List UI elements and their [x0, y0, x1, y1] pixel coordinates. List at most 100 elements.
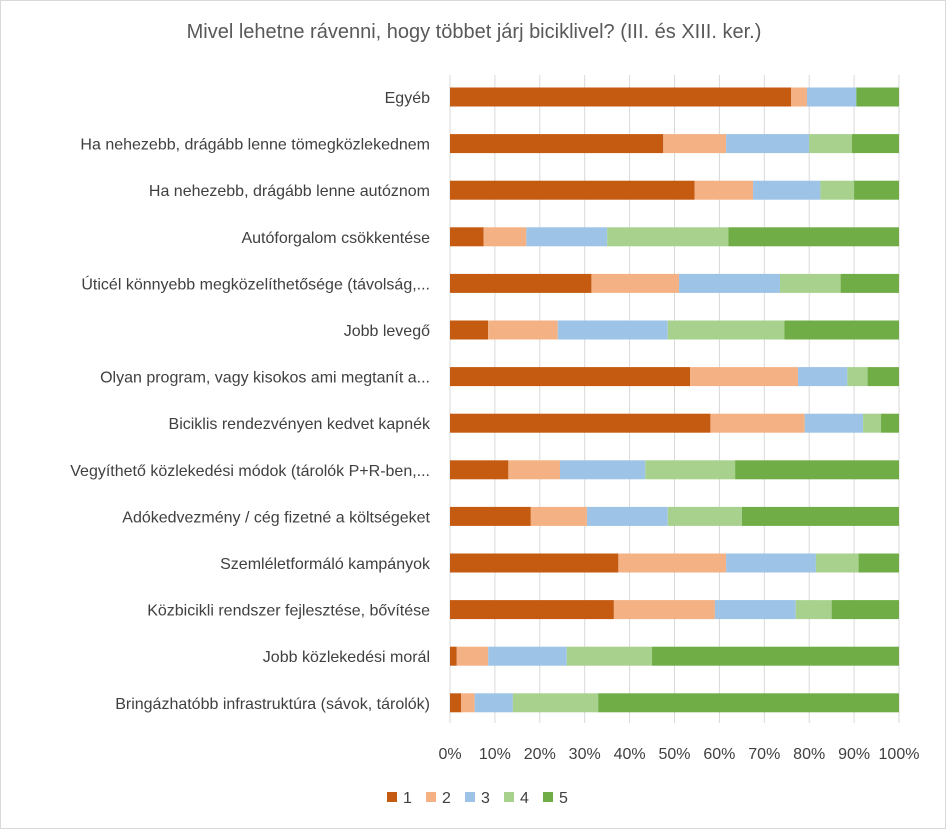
bar-segment-series-2: [456, 646, 489, 666]
bar-segment-series-2: [791, 87, 807, 107]
bar-segment-series-4: [566, 646, 653, 666]
bar-segment-series-2: [618, 553, 727, 573]
category-label: Ha nehezebb, drágább lenne autóznom: [149, 183, 430, 200]
bar-segment-series-3: [526, 227, 608, 247]
bar-segment-series-2: [483, 227, 527, 247]
bar-segment-series-3: [753, 180, 821, 200]
legend-swatch: [543, 792, 553, 802]
category-label: Jobb közlekedési morál: [263, 649, 430, 666]
bar-segment-series-5: [652, 646, 899, 666]
bar-segment-series-2: [488, 320, 558, 340]
bar-segment-series-2: [591, 273, 679, 293]
chart-title: Mivel lehetne rávenni, hogy többet járj …: [186, 21, 762, 43]
legend-swatch: [465, 792, 475, 802]
bar-segment-series-4: [667, 320, 785, 340]
bar-segment-series-3: [714, 600, 796, 620]
bar-segment-series-5: [851, 134, 899, 154]
bar-segment-series-3: [488, 646, 567, 666]
x-tick-label: 50%: [658, 746, 690, 763]
category-label: Szemléletformáló kampányok: [220, 556, 431, 573]
legend-label: 5: [559, 790, 568, 807]
bar-segment-series-2: [530, 506, 587, 526]
bar-segment-series-1: [450, 320, 489, 340]
bar-segment-series-4: [780, 273, 841, 293]
bar-segment-series-1: [450, 693, 462, 713]
legend-label: 3: [481, 790, 490, 807]
bar-segment-series-4: [820, 180, 855, 200]
legend-swatch: [504, 792, 514, 802]
bar-segment-series-1: [450, 553, 619, 573]
legend-label: 2: [442, 790, 451, 807]
bar-segment-series-5: [854, 180, 899, 200]
bar-segment-series-2: [710, 413, 805, 433]
bar-segment-series-5: [784, 320, 899, 340]
legend-label: 4: [520, 790, 529, 807]
bar-segment-series-4: [645, 460, 736, 480]
bar-segment-series-1: [450, 227, 484, 247]
bar-segment-series-2: [508, 460, 561, 480]
bar-segment-series-1: [450, 273, 592, 293]
gridlines: [449, 75, 900, 723]
category-label: Ha nehezebb, drágább lenne tömegközleked…: [80, 137, 430, 154]
bar-segment-series-5: [831, 600, 899, 620]
x-axis-ticks: 0% 10% 20% 30% 40% 50% 60% 70% 80% 90% 100%: [438, 746, 919, 763]
bar-segment-series-1: [450, 87, 792, 107]
x-tick-label: 70%: [748, 746, 780, 763]
bar-segment-series-2: [663, 134, 727, 154]
category-label: Adókedvezmény / cég fizetné a költségeke…: [122, 509, 430, 526]
bar-segment-series-4: [809, 134, 852, 154]
bar-segment-series-3: [586, 506, 668, 526]
category-label: Jobb levegő: [344, 323, 430, 340]
category-label: Biciklis rendezvényen kedvet kapnék: [169, 416, 431, 433]
bar-segment-series-2: [461, 693, 475, 713]
bar-segment-series-4: [815, 553, 859, 573]
category-label: Autóforgalom csökkentése: [241, 230, 430, 247]
bar-segment-series-1: [450, 600, 614, 620]
x-tick-label: 0%: [438, 746, 461, 763]
bar-segment-series-3: [560, 460, 646, 480]
bar-segment-series-5: [728, 227, 899, 247]
bar-segment-series-1: [450, 180, 695, 200]
x-tick-label: 100%: [879, 746, 920, 763]
legend-label: 1: [403, 790, 412, 807]
bar-segment-series-1: [450, 367, 691, 387]
category-label: Olyan program, vagy kisokos ami megtanít…: [100, 370, 430, 387]
category-label: Bringázhatóbb infrastruktúra (sávok, tár…: [115, 696, 430, 713]
bar-segment-series-4: [795, 600, 832, 620]
bar-segment-series-3: [806, 87, 857, 107]
bars: [450, 87, 899, 713]
bar-segment-series-3: [804, 413, 864, 433]
bar-segment-series-4: [512, 693, 599, 713]
x-tick-label: 20%: [524, 746, 556, 763]
bar-segment-series-1: [450, 460, 509, 480]
category-label: Közbicikli rendszer fejlesztése, bővítés…: [147, 603, 430, 620]
bar-segment-series-4: [667, 506, 742, 526]
category-label: Úticél könnyebb megközelíthetősége (távo…: [81, 274, 430, 293]
bar-segment-series-2: [694, 180, 754, 200]
legend: 1 2 3 4 5: [387, 790, 568, 807]
bar-segment-series-5: [867, 367, 899, 387]
category-labels: Egyéb Ha nehezebb, drágább lenne tömegköz…: [70, 90, 431, 713]
bar-segment-series-1: [450, 646, 457, 666]
x-tick-label: 10%: [479, 746, 511, 763]
x-tick-label: 60%: [703, 746, 735, 763]
bar-segment-series-2: [690, 367, 798, 387]
bar-segment-series-5: [856, 87, 899, 107]
legend-swatch: [426, 792, 436, 802]
bar-segment-series-5: [840, 273, 899, 293]
bar-segment-series-4: [863, 413, 882, 433]
bar-segment-series-1: [450, 134, 664, 154]
bar-segment-series-5: [598, 693, 899, 713]
bar-segment-series-4: [607, 227, 729, 247]
bar-segment-series-5: [881, 413, 899, 433]
bar-segment-series-3: [797, 367, 848, 387]
bar-segment-series-3: [474, 693, 513, 713]
x-tick-label: 90%: [838, 746, 870, 763]
bar-segment-series-3: [726, 553, 816, 573]
bar-segment-series-3: [678, 273, 781, 293]
category-label: Vegyíthető közlekedési módok (tárolók P+…: [70, 463, 430, 480]
bar-segment-series-1: [450, 413, 711, 433]
category-label: Egyéb: [385, 90, 430, 107]
